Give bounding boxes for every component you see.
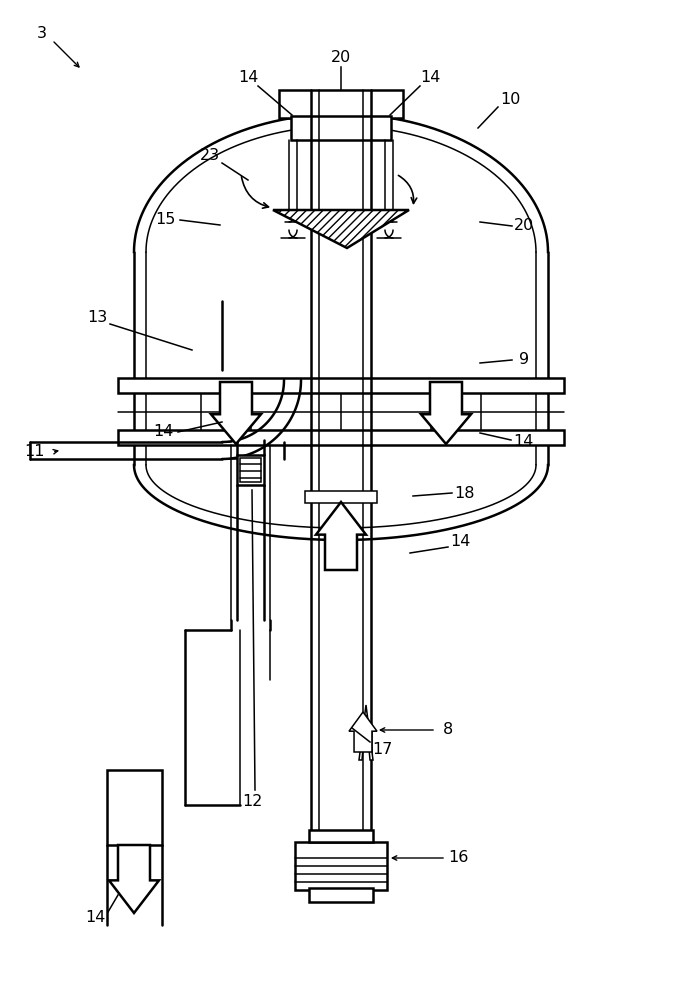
Text: 8: 8 [443, 722, 453, 738]
Polygon shape [109, 845, 159, 913]
Polygon shape [107, 770, 162, 845]
Polygon shape [421, 382, 471, 444]
Text: 9: 9 [519, 353, 529, 367]
Text: 14: 14 [513, 434, 533, 450]
Polygon shape [295, 842, 387, 890]
Text: 18: 18 [455, 486, 475, 500]
Text: 16: 16 [448, 850, 468, 865]
Text: 23: 23 [200, 147, 220, 162]
Polygon shape [211, 382, 261, 444]
Text: 17: 17 [372, 742, 392, 758]
Text: 12: 12 [242, 794, 262, 810]
Text: 20: 20 [331, 49, 351, 64]
Polygon shape [309, 830, 373, 842]
Text: 14: 14 [238, 70, 258, 85]
Polygon shape [240, 458, 261, 482]
Text: 13: 13 [87, 310, 107, 324]
Text: 14: 14 [153, 424, 173, 440]
Polygon shape [309, 888, 373, 902]
Text: 14: 14 [85, 910, 105, 926]
Polygon shape [316, 502, 366, 570]
Polygon shape [359, 705, 373, 760]
Text: 10: 10 [500, 93, 520, 107]
Polygon shape [279, 90, 403, 118]
Polygon shape [291, 116, 391, 140]
Text: 20: 20 [514, 219, 534, 233]
Polygon shape [118, 430, 564, 445]
Polygon shape [273, 210, 409, 248]
Text: 14: 14 [420, 70, 440, 85]
Polygon shape [118, 378, 564, 393]
Text: 14: 14 [450, 534, 470, 550]
Polygon shape [349, 712, 377, 752]
Text: 15: 15 [155, 213, 175, 228]
Text: 11: 11 [24, 444, 44, 460]
Polygon shape [237, 455, 264, 485]
Text: 3: 3 [37, 25, 47, 40]
Polygon shape [305, 491, 377, 503]
